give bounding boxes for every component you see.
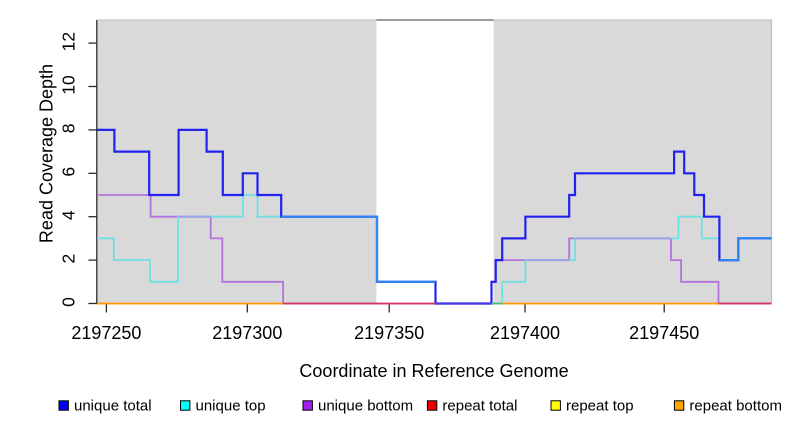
- svg-text:10: 10: [59, 75, 79, 95]
- svg-text:8: 8: [59, 124, 79, 134]
- svg-text:2: 2: [59, 254, 79, 264]
- svg-text:unique bottom: unique bottom: [318, 397, 413, 414]
- svg-text:2197350: 2197350: [354, 323, 424, 343]
- svg-text:repeat top: repeat top: [566, 397, 634, 414]
- svg-text:2197450: 2197450: [629, 323, 699, 343]
- svg-text:2197250: 2197250: [71, 323, 141, 343]
- svg-text:Coordinate in Reference Genome: Coordinate in Reference Genome: [299, 361, 568, 381]
- svg-text:12: 12: [59, 32, 79, 51]
- svg-text:2197400: 2197400: [490, 323, 560, 343]
- svg-text:unique top: unique top: [196, 397, 266, 414]
- svg-text:0: 0: [59, 297, 79, 307]
- svg-text:Read Coverage Depth: Read Coverage Depth: [37, 64, 57, 243]
- svg-text:4: 4: [59, 210, 79, 220]
- svg-text:2197300: 2197300: [212, 323, 282, 343]
- svg-text:repeat total: repeat total: [442, 397, 517, 414]
- svg-text:6: 6: [59, 167, 79, 177]
- svg-text:unique total: unique total: [74, 397, 152, 414]
- svg-text:repeat bottom: repeat bottom: [689, 397, 782, 414]
